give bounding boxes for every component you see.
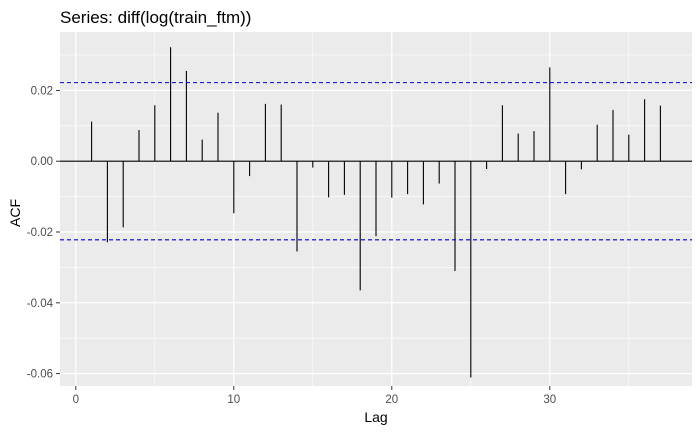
- x-tick-label: 10: [227, 394, 240, 406]
- y-tick-label: 0.02: [31, 85, 53, 97]
- confidence-bands: [60, 82, 692, 241]
- y-axis-title: ACF: [7, 199, 23, 227]
- x-axis-ticks: 0 10 20 30: [73, 386, 556, 406]
- x-axis-title: Lag: [364, 409, 387, 425]
- y-tick-label: -0.06: [27, 369, 53, 381]
- y-tick-label: -0.04: [27, 298, 54, 310]
- acf-bars: [91, 47, 661, 378]
- x-tick-label: 30: [543, 394, 556, 406]
- x-tick-label: 20: [385, 394, 398, 406]
- y-tick-label: 0.00: [31, 156, 53, 168]
- y-tick-label: -0.02: [27, 227, 53, 239]
- y-axis-ticks: -0.06 -0.04 -0.02 0.00 0.02: [27, 85, 60, 381]
- x-tick-label: 0: [73, 394, 79, 406]
- chart-title: Series: diff(log(train_ftm)): [60, 8, 251, 27]
